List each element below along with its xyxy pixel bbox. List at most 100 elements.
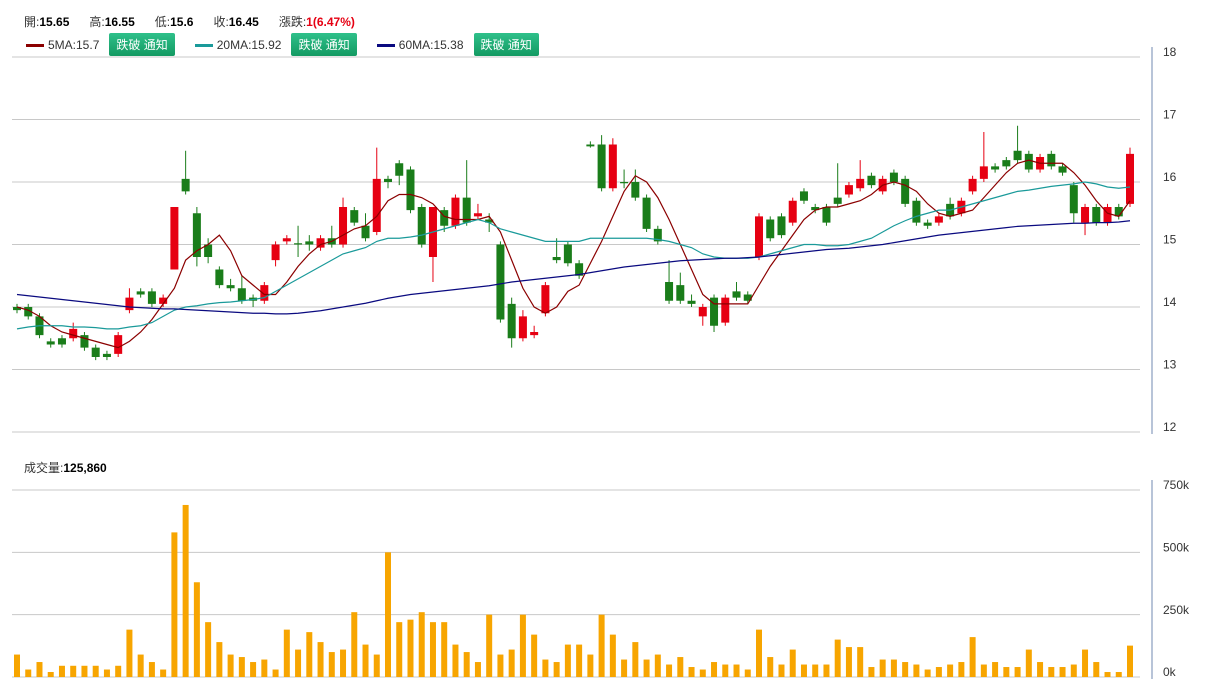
candle-body [1092, 207, 1101, 223]
candle-body [1047, 153, 1056, 167]
candle-body [867, 175, 876, 186]
y-tick-label: 18 [1163, 45, 1177, 59]
candle-body [1126, 153, 1134, 204]
legend-label: 20MA:15.92 [216, 38, 282, 52]
volume-bar [924, 669, 931, 677]
candle-body [282, 238, 291, 242]
candle-body [721, 297, 730, 323]
quote-item: 低:15.6 [155, 15, 194, 29]
candle-body [496, 244, 505, 320]
volume-bar [947, 664, 954, 677]
candle-body [159, 297, 168, 304]
volume-bar [70, 665, 77, 677]
candle-body [226, 285, 235, 289]
volume-bar [845, 647, 852, 677]
candle-body [608, 144, 617, 189]
volume-bar [1048, 667, 1055, 677]
volume-bar [733, 664, 740, 677]
volume-bar [744, 669, 751, 677]
candle-body [833, 197, 842, 204]
volume-bar [25, 669, 32, 677]
candle-body [35, 316, 44, 336]
volume-bar [47, 672, 54, 677]
volume-bar [306, 632, 313, 677]
y-tick-label: 17 [1163, 108, 1177, 122]
volume-bar [722, 664, 729, 677]
volume-bar [1014, 667, 1021, 677]
candle-body [1114, 207, 1123, 217]
quote-label: 低: [154, 15, 171, 29]
volume-bar [317, 642, 324, 677]
candle-body [294, 243, 303, 245]
candle-body [979, 166, 988, 179]
volume-bar [643, 659, 650, 677]
candle-body [934, 216, 943, 223]
legend-item: 5MA:15.7 跌破 通知 [26, 33, 181, 56]
candle-body [552, 257, 561, 261]
candle-body [440, 210, 449, 226]
volume-bar [261, 659, 268, 677]
candle-body [541, 285, 550, 314]
candle-body [46, 341, 55, 345]
quote-value: 1(6.47%) [306, 15, 355, 29]
y-tick-label: 16 [1163, 170, 1177, 184]
y-tick-label: 13 [1163, 358, 1177, 372]
ma-line [16, 181, 1131, 330]
y-tick-label: 12 [1163, 420, 1177, 434]
volume-bar [677, 657, 684, 677]
candle-body [912, 200, 921, 223]
legend-label: 5MA:15.7 [48, 38, 100, 52]
candle-body [1058, 166, 1067, 173]
candle-body [237, 288, 246, 301]
candle-body [170, 207, 179, 270]
quote-item: 開:15.65 [24, 15, 69, 29]
volume-bar [452, 644, 459, 677]
candle-body [249, 297, 258, 301]
candle-body [597, 144, 606, 189]
candle-body [102, 353, 111, 357]
notify-button[interactable]: 跌破 通知 [109, 33, 175, 56]
volume-bar [621, 659, 628, 677]
volume-bar [1127, 645, 1133, 677]
candle-body [305, 241, 314, 245]
candle-body [361, 225, 370, 239]
candle-body [991, 166, 1000, 170]
candle-body [204, 244, 213, 257]
volume-bar [654, 654, 661, 677]
candle-body [125, 297, 134, 311]
y-tick-label: 0k [1163, 665, 1177, 679]
candle-body [316, 238, 325, 248]
candle-body [69, 328, 78, 339]
volume-bar [497, 654, 504, 677]
candle-body [822, 207, 831, 223]
volume-header: 成交量:125,860 [24, 459, 107, 476]
candle-body [811, 207, 820, 211]
candle-body [181, 178, 190, 192]
volume-bar [126, 629, 133, 677]
quote-header: 開:15.65 高:16.55 低:15.6 收:16.45 漲跌:1(6.47%) [24, 13, 375, 30]
notify-button[interactable]: 跌破 通知 [473, 33, 539, 56]
candle-body [698, 307, 707, 317]
quote-label: 收: [213, 15, 229, 29]
quote-value: 16.45 [228, 15, 259, 29]
notify-button[interactable]: 跌破 通知 [291, 33, 357, 56]
volume-bar [553, 662, 560, 677]
volume-bar [81, 665, 88, 677]
y-tick-label: 750k [1163, 478, 1190, 492]
y-tick-label: 500k [1163, 541, 1190, 555]
volume-bar [1059, 667, 1066, 677]
volume-bar [486, 614, 493, 677]
candle-body [665, 282, 674, 301]
legend-swatch [26, 44, 44, 48]
candle-body [57, 338, 66, 345]
candle-body [147, 291, 156, 304]
volume-bar [36, 662, 43, 677]
volume-bar [441, 622, 448, 677]
candle-body [473, 213, 482, 217]
candle-body [507, 303, 516, 339]
volume-bar [216, 642, 223, 677]
candle-body [530, 332, 539, 336]
candle-body [586, 144, 595, 147]
candle-body [395, 163, 404, 176]
